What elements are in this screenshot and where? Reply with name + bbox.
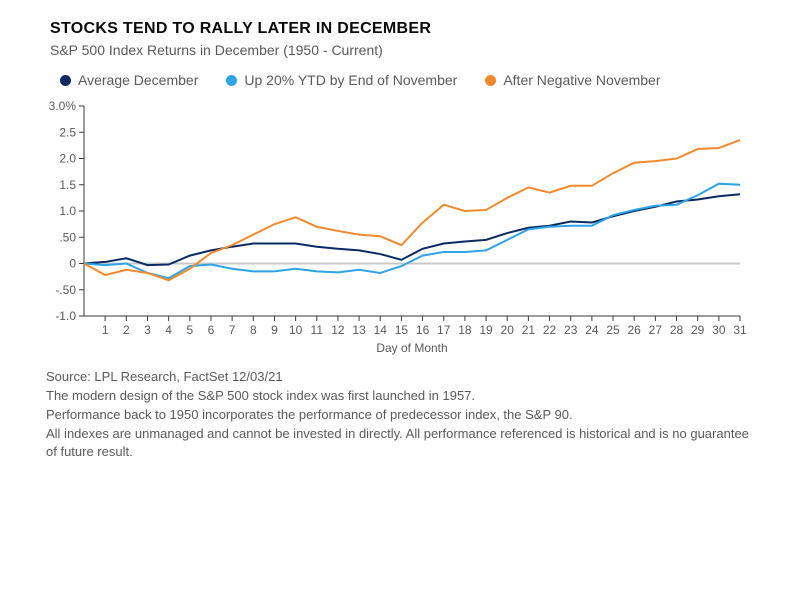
svg-text:Day of Month: Day of Month (376, 341, 447, 355)
line-chart: 3.0%2.52.01.51.0.500-.50-1.0123456789101… (40, 100, 750, 360)
svg-text:-.50: -.50 (55, 283, 76, 297)
legend-item: Up 20% YTD by End of November (226, 72, 457, 88)
svg-text:11: 11 (311, 323, 324, 337)
source-line: Source: LPL Research, FactSet 12/03/21 (46, 368, 760, 387)
svg-text:2.5: 2.5 (59, 125, 76, 139)
legend-item: Average December (60, 72, 198, 88)
svg-text:29: 29 (691, 323, 705, 337)
legend-dot-icon (485, 75, 496, 86)
svg-text:9: 9 (271, 323, 278, 337)
svg-text:2: 2 (123, 323, 130, 337)
svg-text:2.0: 2.0 (59, 152, 76, 166)
legend-label: Up 20% YTD by End of November (244, 72, 457, 88)
svg-text:17: 17 (437, 323, 451, 337)
footnote-line: The modern design of the S&P 500 stock i… (46, 387, 760, 406)
chart-subtitle: S&P 500 Index Returns in December (1950 … (50, 42, 760, 58)
footnote-line: Performance back to 1950 incorporates th… (46, 406, 760, 425)
svg-text:13: 13 (352, 323, 366, 337)
svg-text:1.5: 1.5 (59, 178, 76, 192)
svg-text:1: 1 (102, 323, 109, 337)
svg-text:12: 12 (331, 323, 345, 337)
svg-text:22: 22 (543, 323, 557, 337)
svg-text:25: 25 (606, 323, 620, 337)
svg-text:3.0%: 3.0% (49, 100, 77, 113)
legend-label: After Negative November (503, 72, 660, 88)
legend-label: Average December (78, 72, 198, 88)
svg-text:7: 7 (229, 323, 236, 337)
legend: Average December Up 20% YTD by End of No… (60, 72, 760, 88)
svg-text:0: 0 (69, 257, 76, 271)
legend-item: After Negative November (485, 72, 660, 88)
svg-text:31: 31 (733, 323, 747, 337)
legend-dot-icon (226, 75, 237, 86)
chart-title: STOCKS TEND TO RALLY LATER IN DECEMBER (50, 20, 760, 38)
legend-dot-icon (60, 75, 71, 86)
svg-text:16: 16 (416, 323, 430, 337)
svg-text:.50: .50 (59, 230, 76, 244)
svg-text:21: 21 (522, 323, 536, 337)
svg-text:6: 6 (208, 323, 215, 337)
svg-text:10: 10 (289, 323, 303, 337)
svg-text:-1.0: -1.0 (55, 309, 76, 323)
svg-text:14: 14 (374, 323, 388, 337)
svg-text:18: 18 (458, 323, 472, 337)
svg-text:24: 24 (585, 323, 599, 337)
svg-text:27: 27 (649, 323, 663, 337)
svg-text:1.0: 1.0 (59, 204, 76, 218)
svg-text:5: 5 (186, 323, 193, 337)
svg-text:20: 20 (501, 323, 515, 337)
svg-text:19: 19 (479, 323, 493, 337)
svg-text:8: 8 (250, 323, 257, 337)
footnotes: Source: LPL Research, FactSet 12/03/21 T… (46, 368, 760, 462)
svg-text:15: 15 (395, 323, 409, 337)
svg-text:4: 4 (165, 323, 172, 337)
svg-text:23: 23 (564, 323, 578, 337)
svg-text:26: 26 (628, 323, 642, 337)
svg-text:28: 28 (670, 323, 684, 337)
footnote-line: All indexes are unmanaged and cannot be … (46, 425, 760, 463)
svg-text:30: 30 (712, 323, 726, 337)
svg-text:3: 3 (144, 323, 151, 337)
